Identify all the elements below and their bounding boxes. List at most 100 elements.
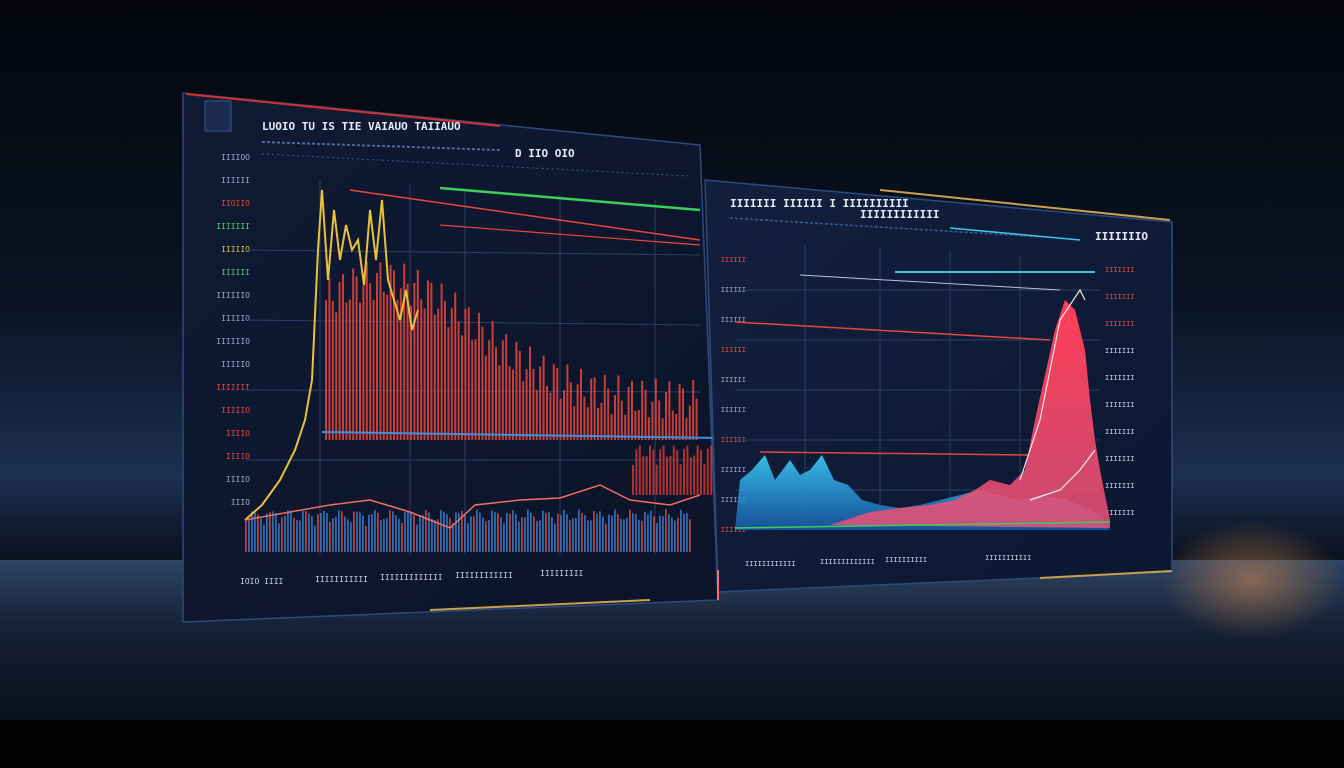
volume-bar: [581, 512, 583, 552]
volume-bar: [596, 513, 598, 552]
histogram-bar: [518, 350, 521, 440]
histogram-bar: [413, 282, 416, 440]
histogram-bar: [335, 312, 338, 440]
histogram-bar: [614, 395, 616, 440]
right-panel-bottom-accent: [1039, 570, 1173, 579]
histogram-bar: [683, 448, 685, 495]
right-axis-label: IIIIII: [721, 466, 746, 474]
histogram-bar: [676, 449, 679, 495]
volume-bar: [296, 520, 298, 552]
histogram-bar: [700, 449, 702, 495]
histogram-bar: [359, 302, 361, 440]
left-axis-label: IIIIIII: [216, 383, 250, 392]
histogram-bar: [498, 365, 501, 440]
right-axis-label: IIIIII: [721, 316, 746, 324]
volume-bar: [623, 519, 625, 552]
histogram-bar: [649, 445, 651, 495]
histogram-bar: [703, 463, 706, 495]
histogram-bar: [706, 448, 709, 495]
volume-bar: [245, 521, 247, 552]
histogram-bar: [566, 364, 569, 440]
volume-bar: [638, 519, 640, 552]
right-side-label: IIIIIII: [1105, 509, 1135, 517]
histogram-bar: [542, 355, 545, 440]
volume-bar: [503, 523, 505, 552]
volume-bar: [473, 516, 475, 552]
volume-bar: [656, 523, 658, 552]
histogram-bar: [610, 414, 613, 440]
right-red-level-1: [734, 321, 1051, 341]
volume-bar: [542, 510, 544, 552]
right-bottom-labels: IIIIIIIIIIII IIIIIIIIIIIII IIIIIIIIII IIIII…: [745, 554, 1031, 568]
volume-bar: [365, 525, 367, 552]
volume-bar: [425, 509, 427, 552]
histogram-bar: [345, 302, 348, 440]
histogram-bar: [590, 378, 593, 440]
histogram-bar: [328, 278, 331, 440]
histogram-bar: [586, 407, 589, 440]
histogram-bar: [620, 400, 623, 440]
volume-bar: [554, 523, 556, 552]
left-bottom-label: IIIIIIIIIIIII: [380, 573, 443, 582]
volume-bar: [497, 513, 499, 552]
volume-bar: [293, 517, 295, 552]
histogram-bar: [693, 455, 696, 495]
volume-bar: [260, 516, 262, 552]
histogram-bar: [365, 261, 368, 440]
volume-bar: [479, 512, 481, 552]
volume-bar: [614, 509, 616, 552]
histogram-bar: [529, 346, 531, 440]
volume-bar: [392, 511, 394, 552]
volume-bar: [644, 511, 646, 552]
histogram-bar: [389, 265, 392, 440]
volume-bar: [569, 520, 571, 552]
histogram-bar: [535, 390, 538, 440]
volume-bar: [359, 512, 361, 552]
right-panel-title: IIIIIII IIIIII I IIIIIIIIII: [730, 197, 909, 210]
volume-bar: [509, 513, 511, 552]
histogram-bar: [369, 283, 372, 440]
volume-bar: [647, 514, 649, 552]
histogram-bar: [427, 280, 429, 440]
volume-bar: [368, 514, 370, 552]
chart-icon[interactable]: [204, 100, 232, 132]
volume-bar: [665, 509, 667, 552]
volume-bar: [611, 515, 613, 552]
histogram-bar: [549, 392, 552, 440]
histogram-bar: [651, 401, 654, 440]
left-y-axis: IIIIOOIIIIIIIIOIIOIIIIIIIIIIIIOIIIIIIIII…: [216, 153, 250, 507]
volume-bar: [515, 514, 517, 552]
right-y-axis: IIIIII IIIIII IIIIII IIIIII IIIIII IIIIII IIII…: [721, 256, 746, 534]
histogram-bar: [440, 283, 443, 440]
volume-bar: [290, 511, 292, 552]
histogram-bar: [512, 369, 514, 440]
volume-bar: [419, 515, 421, 552]
right-axis-label: IIIIII: [721, 436, 746, 444]
volume-bar: [272, 511, 274, 552]
left-axis-label: IIIIIO: [221, 406, 250, 415]
volume-bar: [437, 519, 439, 552]
histogram-bar: [689, 457, 692, 495]
left-panel-subtitle: D IIO OIO: [515, 147, 575, 160]
histogram-bar: [662, 445, 665, 495]
volume-bar: [653, 516, 655, 552]
histogram-bar: [668, 381, 671, 440]
volume-bar: [686, 512, 688, 552]
right-red-peak-area: [830, 300, 1110, 528]
histogram-bar: [450, 308, 453, 440]
histogram-bar: [508, 366, 511, 440]
volume-bar: [491, 510, 493, 552]
histogram-bar: [433, 314, 436, 440]
histogram-bar: [563, 390, 565, 440]
volume-bar: [539, 520, 541, 552]
histogram-bar: [672, 445, 675, 495]
volume-bar: [353, 511, 355, 552]
left-axis-label: IIIIO: [226, 429, 250, 438]
histogram-bar: [393, 270, 395, 440]
histogram-bar: [481, 326, 484, 440]
right-panel-subtitle: IIIIIIIIIIII: [860, 208, 939, 221]
histogram-bar: [661, 418, 664, 440]
volume-bar: [341, 511, 343, 552]
histogram-bar: [362, 285, 365, 440]
left-panel-bottom-accent: [429, 599, 651, 611]
